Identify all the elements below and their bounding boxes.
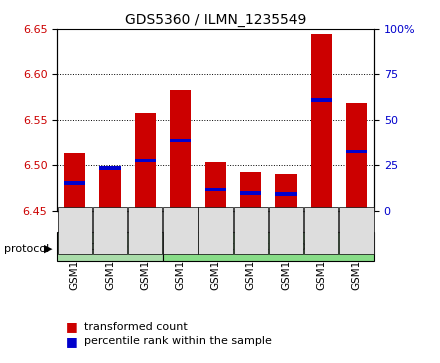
- Bar: [240, 191, 261, 195]
- Title: GDS5360 / ILMN_1235549: GDS5360 / ILMN_1235549: [125, 13, 306, 26]
- Bar: [205, 188, 226, 191]
- FancyBboxPatch shape: [128, 207, 162, 254]
- Bar: [205, 162, 226, 211]
- Text: ▶: ▶: [44, 244, 52, 254]
- Bar: [346, 150, 367, 153]
- FancyBboxPatch shape: [57, 232, 163, 261]
- FancyBboxPatch shape: [198, 207, 233, 254]
- FancyBboxPatch shape: [163, 207, 198, 254]
- Text: protocol: protocol: [4, 244, 50, 254]
- FancyBboxPatch shape: [163, 232, 374, 261]
- FancyBboxPatch shape: [339, 207, 374, 254]
- Bar: [240, 172, 261, 211]
- FancyBboxPatch shape: [234, 207, 268, 254]
- Bar: [99, 166, 121, 170]
- Bar: [170, 90, 191, 211]
- Bar: [135, 113, 156, 211]
- Bar: [275, 174, 297, 211]
- Bar: [170, 139, 191, 142]
- Text: transformed count: transformed count: [84, 322, 187, 332]
- Text: control: control: [88, 240, 132, 253]
- Bar: [135, 159, 156, 162]
- Bar: [275, 192, 297, 196]
- Bar: [64, 182, 85, 185]
- Bar: [64, 153, 85, 211]
- FancyBboxPatch shape: [93, 207, 127, 254]
- Text: ■: ■: [66, 320, 78, 333]
- Bar: [311, 33, 332, 211]
- FancyBboxPatch shape: [304, 207, 338, 254]
- Text: Csnk1a1 knockdown: Csnk1a1 knockdown: [204, 240, 333, 253]
- Text: percentile rank within the sample: percentile rank within the sample: [84, 336, 271, 346]
- Bar: [311, 98, 332, 102]
- FancyBboxPatch shape: [58, 207, 92, 254]
- Text: ■: ■: [66, 335, 78, 348]
- Bar: [346, 103, 367, 211]
- FancyBboxPatch shape: [269, 207, 303, 254]
- Bar: [99, 170, 121, 211]
